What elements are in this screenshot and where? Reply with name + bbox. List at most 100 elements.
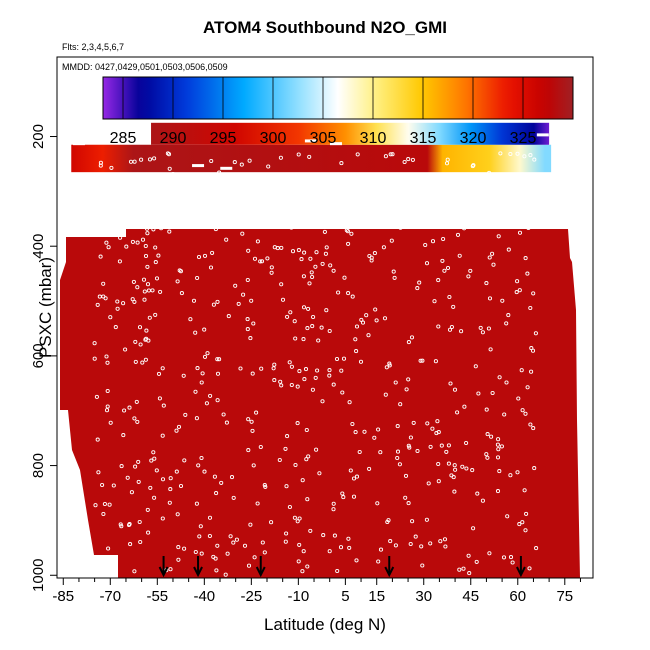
sample-point	[196, 254, 202, 260]
sample-point	[366, 333, 371, 338]
sample-point	[259, 366, 264, 371]
sample-point	[174, 428, 179, 433]
sample-point	[353, 337, 358, 342]
sample-point	[366, 177, 371, 182]
sample-point	[460, 179, 465, 184]
sample-point	[153, 312, 158, 317]
sample-point	[485, 432, 490, 437]
sample-point	[420, 358, 425, 363]
sample-point	[248, 522, 253, 527]
sample-point	[369, 258, 374, 263]
sample-point	[135, 419, 140, 424]
sample-point	[532, 466, 537, 471]
sample-point	[523, 256, 528, 261]
sample-point	[385, 182, 390, 187]
sample-point	[193, 549, 198, 555]
sample-point	[324, 245, 329, 250]
sample-point	[289, 225, 294, 230]
sample-point	[439, 443, 444, 448]
sample-point	[388, 152, 393, 157]
x-tick-label: -25	[240, 588, 262, 605]
sample-point	[298, 217, 303, 222]
sample-point	[224, 420, 229, 425]
sample-point	[403, 495, 408, 500]
sample-point	[117, 259, 122, 264]
sample-point	[300, 478, 305, 483]
sample-point	[493, 195, 498, 200]
sample-point	[353, 430, 358, 435]
sample-point	[533, 331, 538, 336]
sample-point	[301, 305, 307, 310]
sample-point	[305, 497, 310, 502]
sample-point	[98, 254, 103, 259]
x-tick-label: 60	[509, 588, 526, 605]
sample-point	[496, 447, 501, 452]
y-tick-label: 400	[30, 234, 47, 259]
sample-point	[391, 217, 396, 222]
sample-point	[283, 179, 289, 184]
sample-point	[522, 154, 527, 159]
sample-point	[478, 325, 483, 330]
sample-point	[403, 473, 409, 478]
colorbar-tick-label: 320	[460, 130, 487, 147]
sample-point	[289, 364, 294, 369]
x-tick-label: -40	[193, 588, 215, 605]
sample-point	[347, 400, 352, 405]
sample-point	[177, 268, 182, 273]
sample-point	[130, 239, 135, 244]
sample-point	[296, 559, 301, 564]
sample-point	[275, 246, 280, 251]
sample-point	[501, 555, 507, 560]
sample-point	[486, 326, 491, 331]
sample-point	[279, 199, 284, 204]
sample-point	[106, 245, 111, 250]
sample-point	[400, 207, 405, 212]
sample-point	[525, 385, 530, 390]
sample-point	[438, 539, 443, 544]
sample-point	[223, 572, 228, 577]
sample-point	[340, 491, 345, 496]
sample-point	[251, 321, 256, 326]
plot-frame	[56, 56, 594, 579]
x-tick-label: -55	[146, 588, 168, 605]
sample-point	[102, 501, 107, 507]
sample-point	[295, 384, 300, 389]
sample-point	[173, 222, 178, 228]
sample-point	[208, 393, 213, 398]
sample-point	[119, 524, 124, 529]
sample-point	[409, 335, 415, 340]
sample-point	[383, 392, 388, 397]
sample-point	[118, 235, 123, 240]
sample-point	[263, 484, 268, 489]
sample-point	[109, 165, 114, 170]
sample-point	[115, 299, 120, 304]
sample-point	[278, 379, 283, 384]
sample-point	[95, 437, 100, 442]
sample-point	[322, 229, 327, 234]
sample-point	[436, 278, 441, 283]
sample-point	[327, 368, 332, 373]
sample-point	[387, 363, 392, 368]
sample-point	[176, 424, 182, 429]
sample-point	[233, 283, 238, 288]
sample-point	[289, 382, 294, 388]
x-tick-label: -85	[52, 588, 74, 605]
sample-point	[168, 487, 173, 492]
sample-point	[196, 463, 201, 468]
sample-point	[453, 467, 458, 472]
sample-point	[320, 399, 325, 404]
sample-point	[226, 314, 231, 319]
flight-marker-arrowhead	[384, 566, 395, 578]
sample-point	[491, 262, 496, 267]
sample-point	[138, 342, 143, 347]
sample-point	[146, 530, 151, 535]
sample-point	[433, 359, 438, 364]
sample-point	[500, 200, 505, 205]
sample-point	[408, 435, 413, 440]
sample-point	[336, 290, 341, 295]
sample-point	[259, 259, 265, 264]
sample-point	[168, 476, 173, 481]
sample-point	[173, 172, 179, 177]
sample-point	[504, 380, 509, 385]
sample-point	[118, 522, 123, 527]
